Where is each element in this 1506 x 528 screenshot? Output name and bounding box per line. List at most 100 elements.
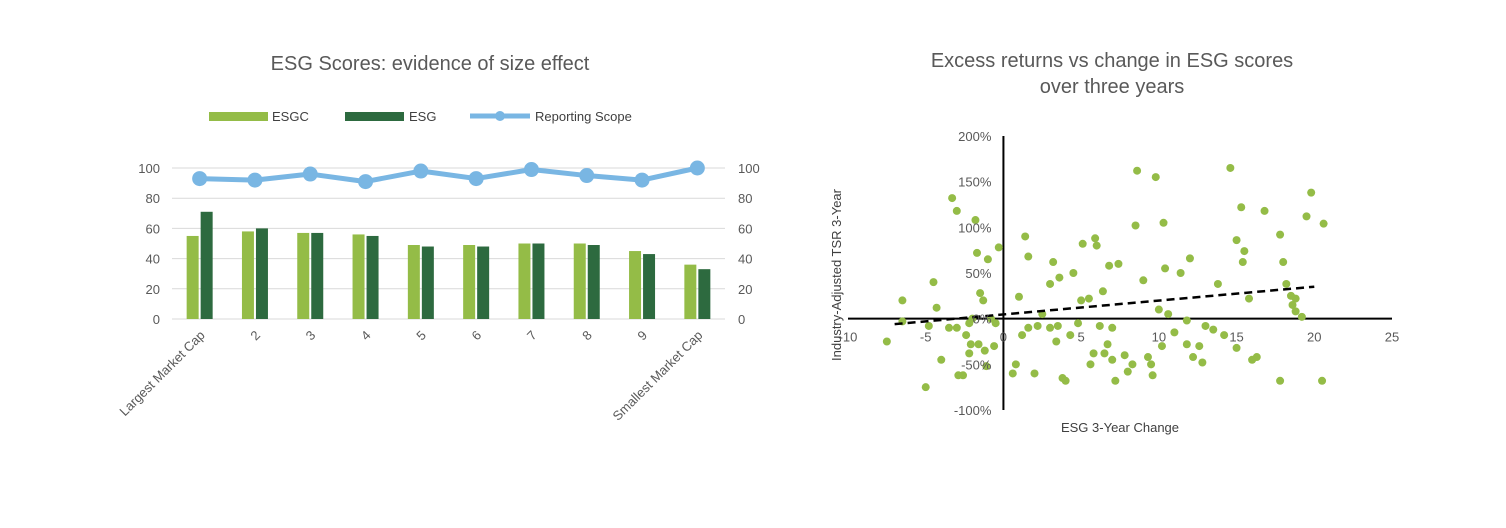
- scatter-point: [1024, 252, 1033, 261]
- scatter-point: [1133, 166, 1142, 175]
- bar-esgc: [241, 231, 254, 319]
- bar-esg: [366, 235, 379, 319]
- scatter-point: [965, 349, 974, 358]
- scatter-x-tick-label: 10: [1152, 330, 1166, 345]
- scatter-point: [1159, 218, 1168, 227]
- category-label: 9: [634, 328, 650, 344]
- scatter-point: [1131, 221, 1140, 230]
- scatter-chart-axes: [848, 136, 1392, 410]
- bar-esgc: [463, 245, 476, 319]
- legend-label-reporting-scope: Reporting Scope: [535, 109, 632, 124]
- trendline: [894, 285, 1315, 326]
- scatter-point: [1018, 331, 1027, 340]
- bar-esgc: [297, 232, 310, 319]
- scatter-point: [1319, 219, 1328, 228]
- scatter-point: [1201, 321, 1210, 330]
- scatter-point: [1100, 349, 1109, 358]
- legend-marker-reporting-scope: [495, 111, 505, 121]
- scatter-point: [1238, 258, 1247, 267]
- scatter-point: [945, 323, 954, 332]
- scatter-point: [1120, 351, 1129, 360]
- scatter-point: [982, 362, 991, 371]
- left-axis-tick-label: 100: [138, 161, 160, 176]
- scatter-point: [937, 355, 946, 364]
- scatter-point: [1232, 343, 1241, 352]
- scatter-point: [1123, 367, 1132, 376]
- scatter-point: [1089, 349, 1098, 358]
- scatter-y-axis-title: Industry-Adjusted TSR 3-Year: [829, 188, 844, 361]
- bar-chart-title: ESG Scores: evidence of size effect: [271, 53, 590, 75]
- right-axis-tick-label: 40: [738, 252, 752, 267]
- scatter-point: [1143, 353, 1152, 362]
- scatter-point: [929, 278, 938, 287]
- scatter-point: [979, 296, 988, 305]
- scatter-point: [1288, 300, 1297, 309]
- scatter-point: [973, 248, 982, 257]
- category-label: 2: [247, 328, 263, 344]
- reporting-scope-marker: [413, 163, 429, 179]
- scatter-point: [1128, 360, 1137, 369]
- bar-esgc: [407, 245, 420, 319]
- scatter-point: [1049, 258, 1058, 267]
- left-axis-tick-label: 0: [153, 312, 160, 327]
- scatter-point: [1055, 273, 1064, 282]
- scatter-point: [983, 255, 992, 264]
- scatter-point: [1213, 279, 1222, 288]
- scatter-point: [1226, 163, 1235, 172]
- scatter-point: [1033, 321, 1042, 330]
- scatter-point: [1182, 340, 1191, 349]
- scatter-point: [1209, 325, 1218, 334]
- scatter-point: [1095, 321, 1104, 330]
- category-label: Largest Market Cap: [116, 328, 207, 419]
- scatter-point: [1307, 188, 1316, 197]
- scatter-point: [921, 383, 930, 392]
- category-label: 8: [579, 328, 595, 344]
- bar-esg: [477, 246, 490, 319]
- scatter-point: [962, 331, 971, 340]
- right-axis-tick-label: 100: [738, 161, 760, 176]
- reporting-scope-marker: [634, 172, 650, 188]
- left-axis-tick-label: 40: [146, 252, 160, 267]
- scatter-point: [1053, 321, 1062, 330]
- legend-label-esg: ESG: [409, 109, 436, 124]
- scatter-point: [976, 289, 985, 298]
- scatter-point: [898, 296, 907, 305]
- scatter-point: [1161, 264, 1170, 273]
- scatter-point: [1148, 371, 1157, 380]
- left-axis-tick-label: 80: [146, 191, 160, 206]
- scatter-point: [1105, 261, 1114, 270]
- scatter-point: [1091, 234, 1100, 243]
- scatter-point: [971, 216, 980, 225]
- category-label: 6: [469, 328, 485, 344]
- category-label: Smallest Market Cap: [610, 328, 706, 424]
- scatter-x-tick-label: 0: [1000, 330, 1007, 345]
- scatter-point: [1279, 258, 1288, 267]
- scatter-point: [1185, 254, 1194, 263]
- bar-chart-right-axis: 0 20 40 60 80 100: [738, 161, 760, 327]
- scatter-point: [1061, 376, 1070, 385]
- scatter-point: [952, 206, 961, 215]
- scatter-y-tick-label: 150%: [958, 175, 992, 190]
- scatter-point: [924, 321, 933, 330]
- reporting-scope-marker: [689, 160, 705, 176]
- category-label: 7: [524, 328, 540, 344]
- left-axis-tick-label: 20: [146, 282, 160, 297]
- reporting-scope-marker: [523, 162, 539, 178]
- bar-esg: [421, 246, 434, 319]
- bar-esg: [698, 269, 711, 319]
- scatter-point: [1164, 310, 1173, 319]
- reporting-scope-marker: [468, 171, 484, 187]
- bar-esgc: [186, 235, 199, 319]
- scatter-point: [1108, 355, 1117, 364]
- scatter-point: [1232, 236, 1241, 245]
- scatter-point: [990, 342, 999, 351]
- scatter-point: [1189, 353, 1198, 362]
- scatter-point: [1074, 319, 1083, 328]
- bar-esgc: [573, 243, 586, 319]
- right-axis-tick-label: 80: [738, 191, 752, 206]
- bar-esg: [587, 245, 600, 319]
- bar-esgc: [629, 251, 642, 319]
- reporting-scope-marker: [358, 174, 374, 190]
- scatter-point: [1069, 269, 1078, 277]
